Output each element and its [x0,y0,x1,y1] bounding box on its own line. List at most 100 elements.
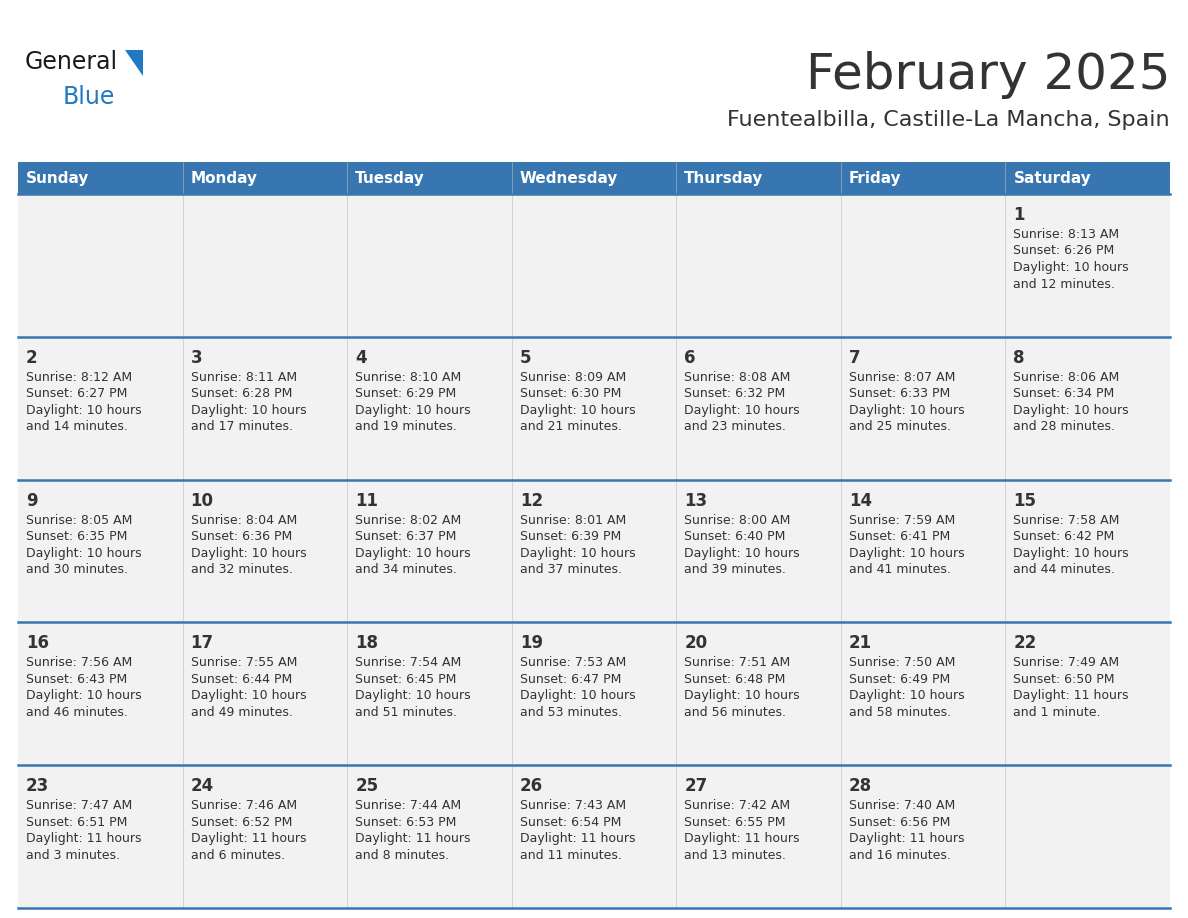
Text: Sunrise: 8:00 AM: Sunrise: 8:00 AM [684,513,791,527]
Bar [18,766,1170,908]
Text: Daylight: 10 hours: Daylight: 10 hours [684,404,800,417]
Text: 20: 20 [684,634,707,653]
Text: 12: 12 [519,492,543,509]
Text: Sunset: 6:52 PM: Sunset: 6:52 PM [190,816,292,829]
Text: Sunset: 6:28 PM: Sunset: 6:28 PM [190,387,292,400]
Text: Daylight: 10 hours: Daylight: 10 hours [849,546,965,560]
Text: Sunset: 6:53 PM: Sunset: 6:53 PM [355,816,456,829]
Text: Daylight: 10 hours: Daylight: 10 hours [26,689,141,702]
Text: Sunset: 6:37 PM: Sunset: 6:37 PM [355,530,456,543]
Text: and 16 minutes.: and 16 minutes. [849,849,950,862]
Text: and 11 minutes.: and 11 minutes. [519,849,621,862]
Text: 14: 14 [849,492,872,509]
Text: Daylight: 10 hours: Daylight: 10 hours [849,404,965,417]
Text: Sunrise: 8:13 AM: Sunrise: 8:13 AM [1013,228,1119,241]
Text: and 13 minutes.: and 13 minutes. [684,849,786,862]
Text: 13: 13 [684,492,707,509]
Text: Thursday: Thursday [684,171,764,185]
Text: Sunrise: 8:08 AM: Sunrise: 8:08 AM [684,371,791,384]
Text: Sunset: 6:36 PM: Sunset: 6:36 PM [190,530,292,543]
Text: and 14 minutes.: and 14 minutes. [26,420,128,433]
Text: and 23 minutes.: and 23 minutes. [684,420,786,433]
Text: and 34 minutes.: and 34 minutes. [355,563,457,577]
Text: Sunset: 6:33 PM: Sunset: 6:33 PM [849,387,950,400]
Text: Sunset: 6:26 PM: Sunset: 6:26 PM [1013,244,1114,258]
Text: Saturday: Saturday [1013,171,1092,185]
Text: Sunrise: 7:55 AM: Sunrise: 7:55 AM [190,656,297,669]
Text: Daylight: 11 hours: Daylight: 11 hours [849,833,965,845]
Text: Blue: Blue [63,85,115,109]
Text: Monday: Monday [190,171,258,185]
Text: and 1 minute.: and 1 minute. [1013,706,1101,719]
Text: and 25 minutes.: and 25 minutes. [849,420,950,433]
Text: Sunrise: 7:56 AM: Sunrise: 7:56 AM [26,656,132,669]
Text: Sunday: Sunday [26,171,89,185]
Text: Daylight: 10 hours: Daylight: 10 hours [355,689,470,702]
Text: Sunset: 6:40 PM: Sunset: 6:40 PM [684,530,785,543]
Text: Sunset: 6:32 PM: Sunset: 6:32 PM [684,387,785,400]
Text: Daylight: 10 hours: Daylight: 10 hours [849,689,965,702]
Text: Sunrise: 7:40 AM: Sunrise: 7:40 AM [849,800,955,812]
Bar [18,162,1170,194]
Text: Sunrise: 7:46 AM: Sunrise: 7:46 AM [190,800,297,812]
Text: and 17 minutes.: and 17 minutes. [190,420,292,433]
Text: Daylight: 10 hours: Daylight: 10 hours [1013,404,1129,417]
Text: Sunset: 6:55 PM: Sunset: 6:55 PM [684,816,785,829]
Text: Sunrise: 8:10 AM: Sunrise: 8:10 AM [355,371,461,384]
Text: Daylight: 10 hours: Daylight: 10 hours [1013,261,1129,274]
Text: Sunset: 6:43 PM: Sunset: 6:43 PM [26,673,127,686]
Text: Daylight: 10 hours: Daylight: 10 hours [684,546,800,560]
Text: Daylight: 10 hours: Daylight: 10 hours [190,404,307,417]
Text: 5: 5 [519,349,531,367]
Text: Sunrise: 7:44 AM: Sunrise: 7:44 AM [355,800,461,812]
Text: Fuentealbilla, Castille-La Mancha, Spain: Fuentealbilla, Castille-La Mancha, Spain [727,110,1170,130]
Text: Sunrise: 8:11 AM: Sunrise: 8:11 AM [190,371,297,384]
Text: 1: 1 [1013,206,1025,224]
Text: and 37 minutes.: and 37 minutes. [519,563,621,577]
Text: Daylight: 11 hours: Daylight: 11 hours [355,833,470,845]
Text: and 44 minutes.: and 44 minutes. [1013,563,1116,577]
Text: Sunset: 6:42 PM: Sunset: 6:42 PM [1013,530,1114,543]
Text: 17: 17 [190,634,214,653]
Text: Sunrise: 8:05 AM: Sunrise: 8:05 AM [26,513,132,527]
Text: Daylight: 11 hours: Daylight: 11 hours [26,833,141,845]
Text: Sunrise: 7:54 AM: Sunrise: 7:54 AM [355,656,461,669]
Text: Sunset: 6:44 PM: Sunset: 6:44 PM [190,673,292,686]
Text: Sunset: 6:34 PM: Sunset: 6:34 PM [1013,387,1114,400]
Text: 27: 27 [684,778,708,795]
Text: Daylight: 10 hours: Daylight: 10 hours [355,404,470,417]
Text: Sunrise: 8:04 AM: Sunrise: 8:04 AM [190,513,297,527]
Text: and 30 minutes.: and 30 minutes. [26,563,128,577]
Text: Daylight: 10 hours: Daylight: 10 hours [190,689,307,702]
Text: Sunrise: 7:47 AM: Sunrise: 7:47 AM [26,800,132,812]
Text: Daylight: 10 hours: Daylight: 10 hours [519,546,636,560]
Text: 21: 21 [849,634,872,653]
Text: Friday: Friday [849,171,902,185]
Text: and 28 minutes.: and 28 minutes. [1013,420,1116,433]
Text: Daylight: 11 hours: Daylight: 11 hours [519,833,636,845]
Text: Sunset: 6:27 PM: Sunset: 6:27 PM [26,387,127,400]
Text: 19: 19 [519,634,543,653]
Text: Tuesday: Tuesday [355,171,425,185]
Text: Sunrise: 8:07 AM: Sunrise: 8:07 AM [849,371,955,384]
Text: Wednesday: Wednesday [519,171,618,185]
Text: and 19 minutes.: and 19 minutes. [355,420,457,433]
Text: 25: 25 [355,778,378,795]
Text: 26: 26 [519,778,543,795]
Text: Sunset: 6:41 PM: Sunset: 6:41 PM [849,530,950,543]
Text: Daylight: 10 hours: Daylight: 10 hours [519,404,636,417]
Text: 6: 6 [684,349,696,367]
Text: General: General [25,50,118,74]
Text: 23: 23 [26,778,49,795]
Text: and 6 minutes.: and 6 minutes. [190,849,285,862]
Text: Sunrise: 8:12 AM: Sunrise: 8:12 AM [26,371,132,384]
Text: Sunrise: 7:53 AM: Sunrise: 7:53 AM [519,656,626,669]
Text: Sunrise: 8:09 AM: Sunrise: 8:09 AM [519,371,626,384]
Text: and 56 minutes.: and 56 minutes. [684,706,786,719]
Text: Daylight: 11 hours: Daylight: 11 hours [684,833,800,845]
Text: Sunrise: 8:02 AM: Sunrise: 8:02 AM [355,513,461,527]
Text: Sunset: 6:29 PM: Sunset: 6:29 PM [355,387,456,400]
Text: Sunset: 6:54 PM: Sunset: 6:54 PM [519,816,621,829]
Polygon shape [125,50,143,76]
Text: 9: 9 [26,492,38,509]
